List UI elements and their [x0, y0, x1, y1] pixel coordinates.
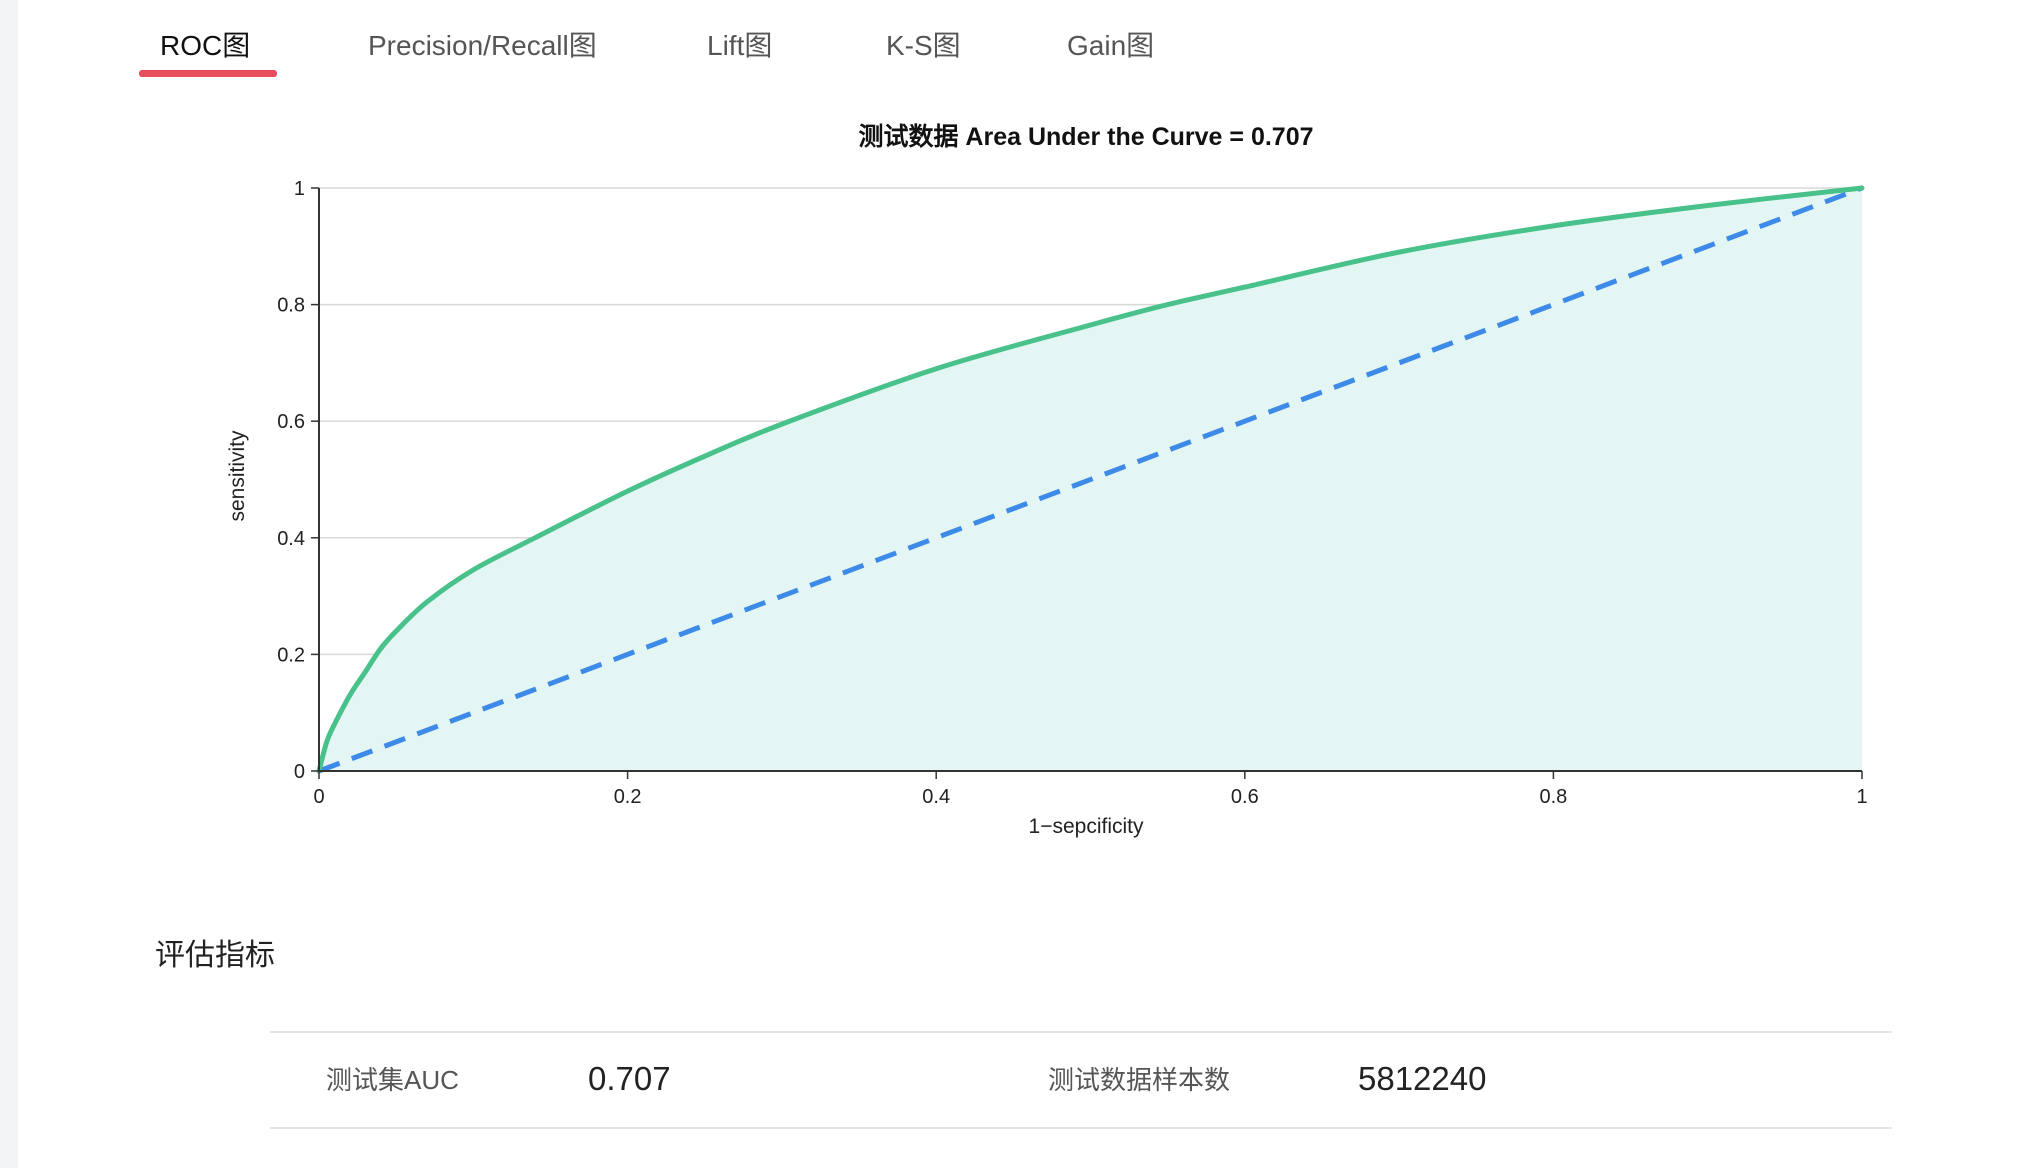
x-tick-label: 0.2	[614, 786, 642, 808]
y-tick-label: 1	[294, 178, 305, 200]
tab-ks[interactable]: K-S图	[886, 30, 961, 61]
x-tick-label: 0	[313, 786, 324, 808]
sample-count-label: 测试数据样本数	[1048, 1065, 1231, 1095]
y-axis-label: sensitivity	[226, 430, 249, 522]
chart-title: 测试数据 Area Under the Curve = 0.707	[858, 123, 1313, 151]
y-tick-label: 0.8	[277, 295, 305, 317]
chart-tabs: ROC图 Precision/Recall图 Lift图 K-S图 Gain图	[0, 0, 2022, 80]
auc-value: 0.707	[588, 1060, 671, 1097]
tab-lift[interactable]: Lift图	[707, 30, 773, 61]
x-axis-label: 1−sepcificity	[1029, 815, 1144, 838]
random-baseline-line	[318, 185, 1863, 774]
roc-curve-line	[316, 185, 1865, 774]
x-tick-label: 0.8	[1539, 786, 1567, 808]
x-tick-label: 0.6	[1231, 786, 1259, 808]
tab-precision-recall[interactable]: Precision/Recall图	[368, 30, 597, 61]
active-tab-indicator	[139, 70, 277, 77]
metrics-section-title: 评估指标	[155, 939, 275, 972]
chart-ticks: 0 0.2 0.4 0.6 0.8 1 0 0.2 0.4 0.6 0.8 1	[277, 178, 1867, 808]
y-tick-label: 0	[294, 761, 305, 783]
x-tick-label: 1	[1856, 786, 1867, 808]
roc-chart: 测试数据 Area Under the Curve = 0.707 0 0.2 0.…	[226, 123, 1868, 838]
x-tick-label: 0.4	[922, 786, 950, 808]
left-edge-strip	[0, 0, 18, 1168]
y-tick-label: 0.4	[277, 528, 305, 550]
metrics-table: 测试集AUC 0.707 测试数据样本数 5812240	[270, 1031, 1892, 1129]
y-tick-label: 0.6	[277, 411, 305, 433]
chart-axes	[318, 188, 1862, 772]
y-tick-label: 0.2	[277, 644, 305, 666]
sample-count-value: 5812240	[1358, 1060, 1487, 1097]
tab-roc[interactable]: ROC图	[160, 30, 251, 61]
tab-gain[interactable]: Gain图	[1067, 30, 1155, 61]
auc-label: 测试集AUC	[326, 1065, 459, 1095]
